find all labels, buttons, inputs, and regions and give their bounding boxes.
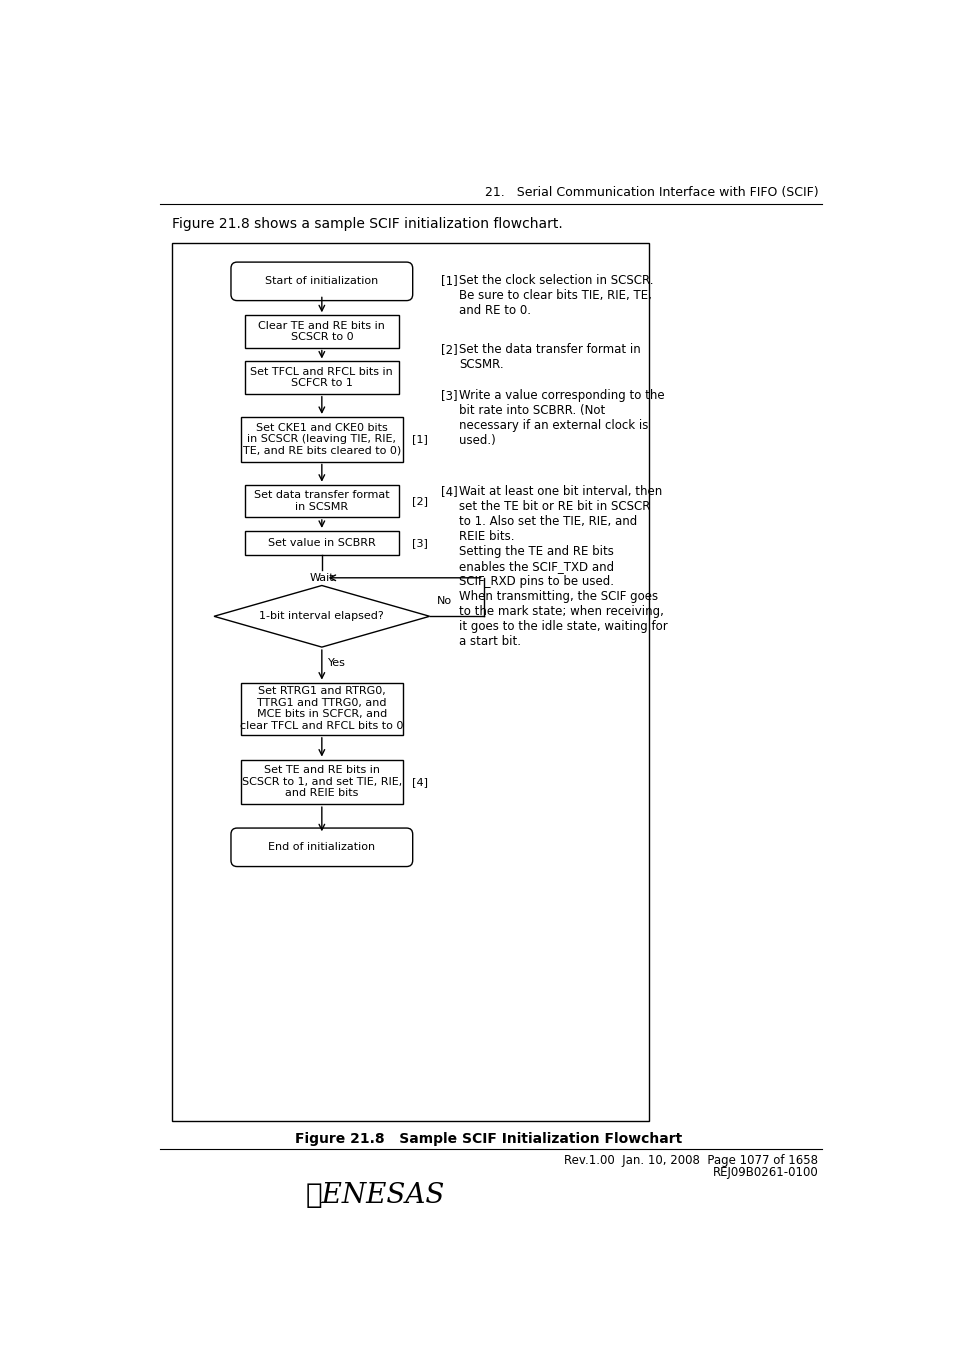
- FancyBboxPatch shape: [245, 362, 398, 394]
- Text: [1]: [1]: [440, 274, 457, 286]
- Text: Clear TE and RE bits in
SCSCR to 0: Clear TE and RE bits in SCSCR to 0: [258, 320, 385, 342]
- Text: [1]: [1]: [412, 435, 427, 444]
- FancyBboxPatch shape: [231, 262, 413, 301]
- FancyBboxPatch shape: [245, 531, 398, 555]
- Text: Set CKE1 and CKE0 bits
in SCSCR (leaving TIE, RIE,
TE, and RE bits cleared to 0): Set CKE1 and CKE0 bits in SCSCR (leaving…: [242, 423, 400, 456]
- Text: Figure 21.8 shows a sample SCIF initialization flowchart.: Figure 21.8 shows a sample SCIF initiali…: [172, 217, 562, 231]
- Text: [3]: [3]: [440, 389, 457, 402]
- FancyBboxPatch shape: [172, 243, 648, 1120]
- Text: ℜENESAS: ℜENESAS: [306, 1183, 445, 1210]
- FancyBboxPatch shape: [231, 828, 413, 867]
- Text: Set TE and RE bits in
SCSCR to 1, and set TIE, RIE,
and REIE bits: Set TE and RE bits in SCSCR to 1, and se…: [241, 765, 401, 798]
- Text: REJ09B0261-0100: REJ09B0261-0100: [712, 1166, 818, 1179]
- Text: [2]: [2]: [412, 495, 428, 506]
- Text: Wait: Wait: [309, 572, 334, 583]
- FancyBboxPatch shape: [241, 417, 402, 462]
- Text: Wait at least one bit interval, then
set the TE bit or RE bit in SCSCR
to 1. Als: Wait at least one bit interval, then set…: [458, 486, 667, 648]
- Text: Write a value corresponding to the
bit rate into SCBRR. (Not
necessary if an ext: Write a value corresponding to the bit r…: [458, 389, 664, 447]
- FancyBboxPatch shape: [245, 316, 398, 347]
- Text: Set RTRG1 and RTRG0,
TTRG1 and TTRG0, and
MCE bits in SCFCR, and
clear TFCL and : Set RTRG1 and RTRG0, TTRG1 and TTRG0, an…: [240, 686, 403, 732]
- Text: Set the clock selection in SCSCR.
Be sure to clear bits TIE, RIE, TE,
and RE to : Set the clock selection in SCSCR. Be sur…: [458, 274, 653, 317]
- Text: Rev.1.00  Jan. 10, 2008  Page 1077 of 1658: Rev.1.00 Jan. 10, 2008 Page 1077 of 1658: [564, 1154, 818, 1166]
- Text: Set TFCL and RFCL bits in
SCFCR to 1: Set TFCL and RFCL bits in SCFCR to 1: [251, 367, 393, 389]
- Text: Set value in SCBRR: Set value in SCBRR: [268, 539, 375, 548]
- Polygon shape: [213, 586, 429, 647]
- Text: [4]: [4]: [412, 776, 428, 787]
- FancyBboxPatch shape: [241, 683, 402, 734]
- Text: No: No: [436, 595, 452, 606]
- Text: 21.   Serial Communication Interface with FIFO (SCIF): 21. Serial Communication Interface with …: [484, 186, 818, 198]
- Text: Start of initialization: Start of initialization: [265, 277, 378, 286]
- Text: Set the data transfer format in
SCSMR.: Set the data transfer format in SCSMR.: [458, 343, 640, 371]
- Text: Figure 21.8   Sample SCIF Initialization Flowchart: Figure 21.8 Sample SCIF Initialization F…: [295, 1133, 681, 1146]
- Text: Yes: Yes: [328, 657, 346, 668]
- Text: [4]: [4]: [440, 486, 457, 498]
- Text: [3]: [3]: [412, 539, 427, 548]
- Text: Set data transfer format
in SCSMR: Set data transfer format in SCSMR: [253, 490, 389, 512]
- Text: End of initialization: End of initialization: [268, 842, 375, 852]
- FancyBboxPatch shape: [241, 760, 402, 805]
- Text: 1-bit interval elapsed?: 1-bit interval elapsed?: [259, 612, 384, 621]
- Text: [2]: [2]: [440, 343, 457, 356]
- FancyBboxPatch shape: [245, 485, 398, 517]
